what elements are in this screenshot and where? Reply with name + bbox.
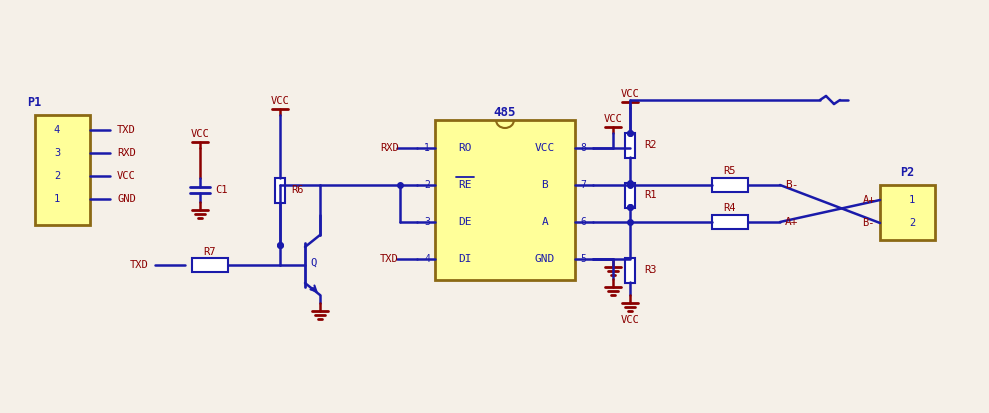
Text: VCC: VCC <box>191 129 210 139</box>
Text: GND: GND <box>535 254 555 264</box>
Text: R2: R2 <box>644 140 657 150</box>
Text: A: A <box>542 217 548 227</box>
Text: DI: DI <box>458 254 472 264</box>
Text: 2: 2 <box>424 180 430 190</box>
FancyBboxPatch shape <box>712 178 748 192</box>
Text: RXD: RXD <box>380 143 399 153</box>
Text: DE: DE <box>458 217 472 227</box>
Text: TXD: TXD <box>117 125 135 135</box>
Text: 6: 6 <box>581 217 585 227</box>
Text: 1: 1 <box>909 195 915 205</box>
Text: R5: R5 <box>724 166 736 176</box>
Text: 485: 485 <box>494 105 516 119</box>
Text: VCC: VCC <box>603 114 622 124</box>
FancyBboxPatch shape <box>625 183 635 207</box>
FancyBboxPatch shape <box>275 178 285 202</box>
Text: TXD: TXD <box>130 260 148 270</box>
Text: VCC: VCC <box>117 171 135 181</box>
FancyBboxPatch shape <box>625 133 635 157</box>
Text: A+: A+ <box>785 217 798 227</box>
Text: RXD: RXD <box>117 148 135 158</box>
Text: VCC: VCC <box>621 89 639 99</box>
Text: P1: P1 <box>27 97 42 109</box>
Text: VCC: VCC <box>621 315 639 325</box>
Text: 2: 2 <box>909 218 915 228</box>
Text: P2: P2 <box>900 166 914 180</box>
Text: 3: 3 <box>424 217 430 227</box>
Text: R1: R1 <box>644 190 657 200</box>
Text: 5: 5 <box>581 254 585 264</box>
FancyBboxPatch shape <box>712 215 748 229</box>
Text: VCC: VCC <box>535 143 555 153</box>
Text: R6: R6 <box>291 185 304 195</box>
Text: 8: 8 <box>581 143 585 153</box>
FancyBboxPatch shape <box>435 120 575 280</box>
Text: RO: RO <box>458 143 472 153</box>
Text: VCC: VCC <box>271 96 290 106</box>
Text: Q: Q <box>310 258 316 268</box>
Text: R7: R7 <box>204 247 217 257</box>
Text: B-: B- <box>785 180 798 190</box>
Text: TXD: TXD <box>380 254 399 264</box>
Text: RE: RE <box>458 180 472 190</box>
FancyBboxPatch shape <box>625 257 635 282</box>
Text: 4: 4 <box>424 254 430 264</box>
Text: B-: B- <box>862 218 875 228</box>
Text: R3: R3 <box>644 265 657 275</box>
Text: GND: GND <box>117 194 135 204</box>
Text: 2: 2 <box>53 171 60 181</box>
FancyBboxPatch shape <box>192 258 228 272</box>
Text: 1: 1 <box>424 143 430 153</box>
Text: 4: 4 <box>53 125 60 135</box>
Text: 7: 7 <box>581 180 585 190</box>
FancyBboxPatch shape <box>35 115 90 225</box>
Text: 1: 1 <box>53 194 60 204</box>
Text: 3: 3 <box>53 148 60 158</box>
FancyBboxPatch shape <box>880 185 935 240</box>
Text: R4: R4 <box>724 203 736 213</box>
Text: A+: A+ <box>862 195 875 205</box>
Text: B: B <box>542 180 548 190</box>
Text: C1: C1 <box>215 185 227 195</box>
